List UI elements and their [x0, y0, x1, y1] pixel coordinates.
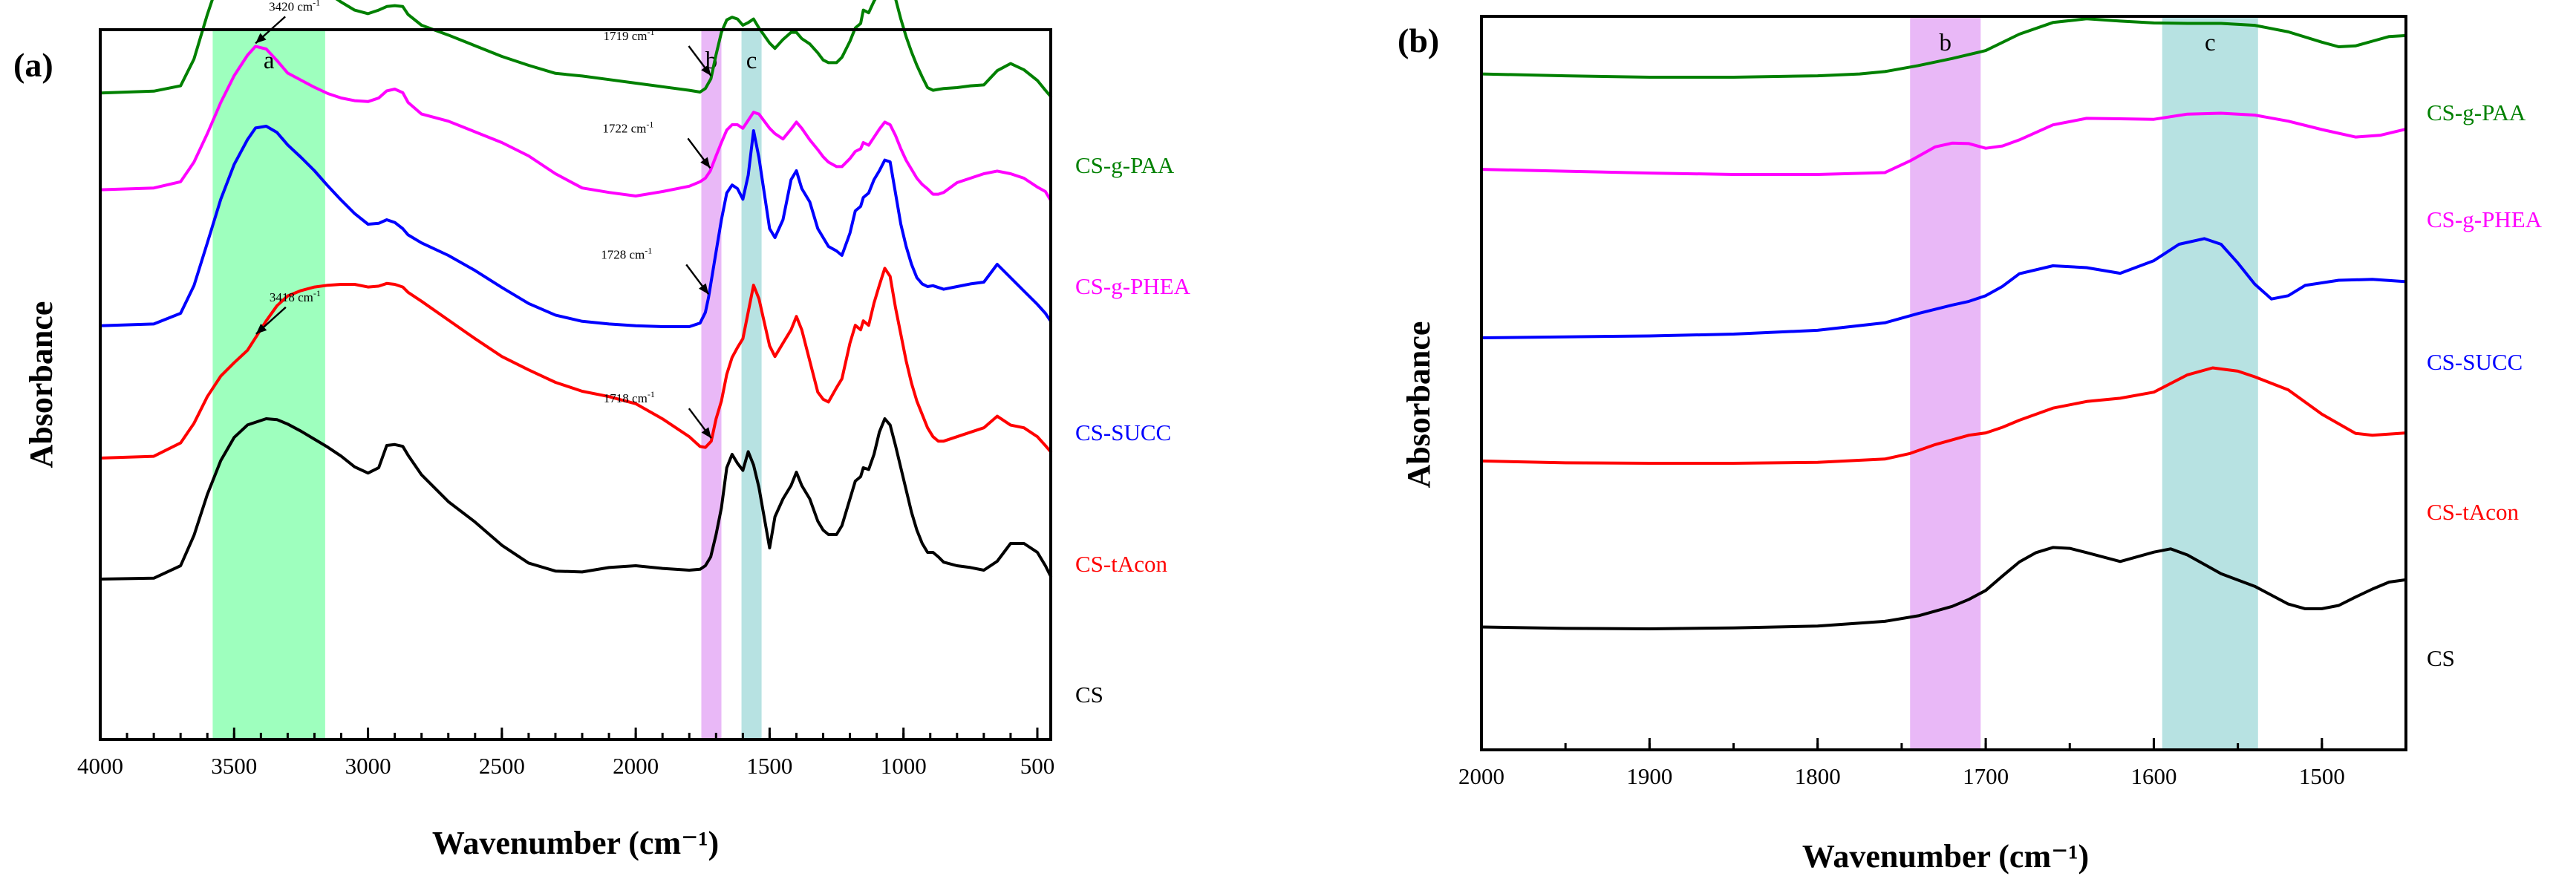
- series-label-cs-g-paa: CS-g-PAA: [2427, 99, 2526, 125]
- annotation-arrowhead-1718: [701, 427, 711, 439]
- panel-a-x-axis-title: Wavenumber (cm⁻¹): [432, 825, 719, 861]
- series-line-cs-tacon: [99, 267, 1052, 460]
- band-c-label: c: [2205, 30, 2216, 56]
- panel-a-y-axis-title: Absorbance: [23, 301, 59, 468]
- x-tick-label-4000: 4000: [77, 753, 123, 779]
- annotation-arrowhead-3420: [255, 33, 267, 44]
- series-label-cs-tacon: CS-tAcon: [1075, 551, 1168, 577]
- annotation-label-3418: 3418 cm-1: [270, 288, 321, 304]
- series-label-cs-g-phea: CS-g-PHEA: [1075, 273, 1191, 299]
- x-tick-label-2000: 2000: [1458, 763, 1504, 789]
- x-tick-label-1000: 1000: [881, 753, 927, 779]
- band-a-region: [212, 30, 325, 739]
- x-tick-label-1700: 1700: [1963, 763, 2009, 789]
- x-tick-label-1500: 1500: [2299, 763, 2345, 789]
- series-line-cs-succ: [1480, 237, 2407, 339]
- annotation-label-3420: 3420 cm-1: [269, 0, 320, 13]
- series-line-cs: [1480, 546, 2407, 630]
- annotation-label-1718: 1718 cm-1: [604, 389, 655, 405]
- x-tick-label-1800: 1800: [1795, 763, 1841, 789]
- panel-a-series: [99, 0, 1052, 581]
- x-tick-label-500: 500: [1020, 753, 1055, 779]
- x-tick-label-3500: 3500: [211, 753, 257, 779]
- panel-b-x-axis-title: Wavenumber (cm⁻¹): [1802, 838, 2089, 875]
- annotation-arrowhead-3418: [255, 324, 267, 334]
- series-label-cs: CS: [1075, 682, 1103, 708]
- band-b-region: [1910, 16, 1981, 750]
- panel-a-series-labels: CS-g-PAA CS-g-PHEA CS-SUCC CS-tAcon CS: [1075, 152, 1191, 708]
- panel-b-label: (b): [1398, 22, 1439, 59]
- x-tick-label-1600: 1600: [2130, 763, 2176, 789]
- panel-a-x-ticks: 4000 3500 3000 2500 2000 1500 1000 500: [77, 728, 1054, 779]
- x-tick-label-3000: 3000: [345, 753, 391, 779]
- series-line-cs-g-phea: [99, 45, 1052, 202]
- panel-b-series-labels: CS-g-PAA CS-g-PHEA CS-SUCC CS-tAcon CS: [2427, 99, 2543, 671]
- series-line-cs-tacon: [1480, 366, 2407, 465]
- series-line-cs-g-paa: [1480, 17, 2407, 79]
- band-c-label: c: [746, 48, 757, 74]
- band-b-label: b: [1940, 30, 1952, 56]
- annotation-label-1728: 1728 cm-1: [601, 245, 652, 261]
- band-b-region: [701, 30, 722, 739]
- annotation-label-1719: 1719 cm-1: [603, 27, 654, 43]
- annotation-arrowhead-1719: [701, 65, 711, 76]
- x-tick-label-1500: 1500: [746, 753, 792, 779]
- panel-b-plot-frame: [1480, 15, 2407, 751]
- panel-b-series: [1480, 17, 2407, 630]
- series-label-cs-g-phea: CS-g-PHEA: [2427, 206, 2543, 232]
- series-label-cs-succ: CS-SUCC: [2427, 349, 2523, 375]
- annotation-arrowhead-1728: [699, 283, 709, 295]
- series-label-cs-g-paa: CS-g-PAA: [1075, 152, 1175, 178]
- annotation-label-1722: 1722 cm-1: [602, 119, 653, 135]
- band-c-region: [2162, 16, 2258, 750]
- panel-b-x-ticks: 2000 1900 1800 1700 1600 1500: [1458, 738, 2407, 789]
- series-line-cs-g-phea: [1480, 111, 2407, 176]
- panel-a-plot-frame: [99, 28, 1052, 741]
- annotation-arrowhead-1722: [700, 157, 711, 169]
- panel-b-bands: [1910, 16, 2258, 750]
- series-line-cs-succ: [99, 125, 1052, 328]
- panel-b-y-axis-title: Absorbance: [1401, 321, 1437, 489]
- series-line-cs: [99, 417, 1052, 581]
- panel-a-label: (a): [13, 46, 53, 84]
- x-tick-label-1900: 1900: [1626, 763, 1672, 789]
- series-label-cs-tacon: CS-tAcon: [2427, 499, 2520, 525]
- series-label-cs-succ: CS-SUCC: [1075, 419, 1171, 445]
- series-label-cs: CS: [2427, 645, 2455, 671]
- x-tick-label-2000: 2000: [613, 753, 659, 779]
- series-line-cs-g-paa: [99, 0, 1052, 98]
- x-tick-label-2500: 2500: [479, 753, 525, 779]
